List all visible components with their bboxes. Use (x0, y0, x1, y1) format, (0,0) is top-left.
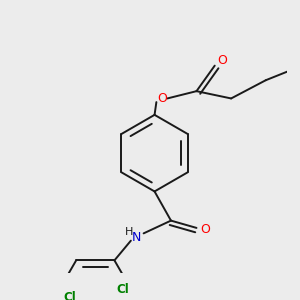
Text: N: N (132, 230, 141, 244)
Text: O: O (217, 54, 227, 67)
Text: Cl: Cl (63, 291, 76, 300)
Text: Cl: Cl (116, 284, 129, 296)
Text: H: H (125, 227, 133, 238)
Text: O: O (157, 92, 167, 105)
Text: O: O (201, 223, 211, 236)
